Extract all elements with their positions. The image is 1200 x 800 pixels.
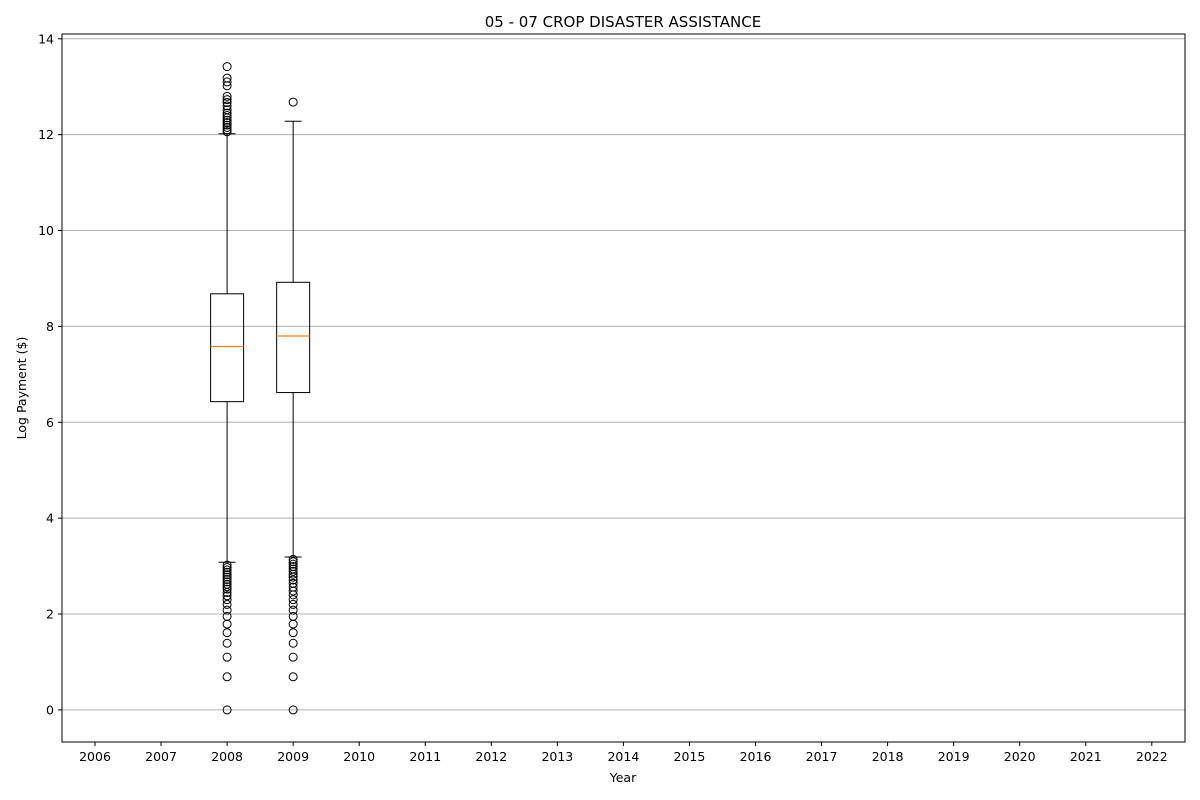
outlier-point xyxy=(222,570,232,580)
outlier-point xyxy=(222,108,232,118)
outlier-point xyxy=(222,575,232,585)
y-tick-label-14: 14 xyxy=(38,31,54,46)
x-tick-label-2021: 2021 xyxy=(1070,749,1102,764)
y-tick-label-0: 0 xyxy=(46,702,54,717)
outlier-point xyxy=(222,95,232,105)
outlier-point xyxy=(222,591,232,601)
outlier-point xyxy=(288,619,298,629)
outlier-point xyxy=(288,590,298,600)
outlier-point xyxy=(222,628,232,638)
outlier-point xyxy=(222,584,232,594)
outlier-point xyxy=(222,110,232,120)
outlier-point xyxy=(222,73,232,83)
outlier-point xyxy=(222,91,232,101)
x-tick-label-2018: 2018 xyxy=(872,749,904,764)
outlier-point xyxy=(222,560,232,570)
x-tick-label-2014: 2014 xyxy=(607,749,639,764)
x-tick-label-2017: 2017 xyxy=(806,749,838,764)
outlier-point xyxy=(288,97,298,107)
x-tick-label-2013: 2013 xyxy=(541,749,573,764)
x-tick-label-2009: 2009 xyxy=(277,749,309,764)
chart-title: 05 - 07 CROP DISASTER ASSISTANCE xyxy=(485,13,761,31)
y-tick-label-8: 8 xyxy=(46,319,54,334)
y-tick-label-12: 12 xyxy=(38,127,54,142)
outlier-point xyxy=(288,672,298,682)
outlier-point xyxy=(222,565,232,575)
iqr-box xyxy=(210,293,245,403)
outlier-point xyxy=(288,557,298,567)
outlier-point xyxy=(288,566,298,576)
outlier-point xyxy=(222,599,232,609)
outlier-point xyxy=(288,705,298,715)
outlier-point xyxy=(222,62,232,72)
outlier-point xyxy=(288,569,298,579)
outlier-point xyxy=(288,586,298,596)
outlier-point xyxy=(222,605,232,615)
outlier-point xyxy=(222,638,232,648)
outlier-point xyxy=(222,118,232,128)
outlier-point xyxy=(222,587,232,597)
outlier-point xyxy=(222,563,232,573)
x-tick-label-2008: 2008 xyxy=(211,749,243,764)
outlier-point xyxy=(222,77,232,87)
outlier-point xyxy=(288,628,298,638)
x-axis: 2006 2007 2008 2009 2010 2011 2012 2013 2014 2015… xyxy=(79,742,1168,764)
outlier-point xyxy=(222,567,232,577)
x-tick-label-2020: 2020 xyxy=(1004,749,1036,764)
outlier-point xyxy=(222,582,232,592)
outlier-point xyxy=(222,595,232,605)
outlier-point xyxy=(222,705,232,715)
y-axis-label: Log Payment ($) xyxy=(14,337,29,440)
outlier-point xyxy=(288,605,298,615)
outlier-point xyxy=(222,619,232,629)
x-tick-label-2016: 2016 xyxy=(740,749,772,764)
outlier-point xyxy=(288,559,298,569)
outlier-point xyxy=(288,554,298,564)
outlier-point xyxy=(222,125,232,135)
y-axis: 0 2 4 6 8 10 12 14 xyxy=(38,31,62,717)
x-tick-label-2015: 2015 xyxy=(674,749,706,764)
outlier-point xyxy=(222,115,232,125)
plot-frame xyxy=(61,33,1186,743)
outlier-point xyxy=(222,572,232,582)
outlier-point xyxy=(222,98,232,108)
outlier-point xyxy=(222,672,232,682)
y-tick-label-10: 10 xyxy=(38,223,54,238)
x-tick-label-2019: 2019 xyxy=(938,749,970,764)
outlier-point xyxy=(222,101,232,111)
y-tick-label-2: 2 xyxy=(46,607,54,622)
outlier-point xyxy=(222,577,232,587)
outlier-point xyxy=(288,652,298,662)
outlier-point xyxy=(288,595,298,605)
gridlines xyxy=(62,38,1185,711)
plot-data xyxy=(210,62,311,715)
outlier-point xyxy=(288,599,298,609)
x-tick-label-2011: 2011 xyxy=(409,749,441,764)
boxplot-2008 xyxy=(210,62,245,715)
boxplot-2009 xyxy=(276,97,311,715)
x-tick-label-2007: 2007 xyxy=(145,749,177,764)
x-tick-label-2012: 2012 xyxy=(475,749,507,764)
outlier-point xyxy=(222,105,232,115)
outlier-point xyxy=(222,120,232,130)
iqr-box xyxy=(276,281,311,394)
x-tick-label-2006: 2006 xyxy=(79,749,111,764)
outlier-point xyxy=(222,122,232,132)
outlier-point xyxy=(222,652,232,662)
outlier-point xyxy=(288,572,298,582)
outlier-point xyxy=(288,638,298,648)
outlier-point xyxy=(288,575,298,585)
y-tick-label-4: 4 xyxy=(46,511,54,526)
x-tick-label-2010: 2010 xyxy=(343,749,375,764)
x-axis-label: Year xyxy=(609,770,637,785)
x-tick-label-2022: 2022 xyxy=(1136,749,1168,764)
y-tick-label-6: 6 xyxy=(46,415,54,430)
